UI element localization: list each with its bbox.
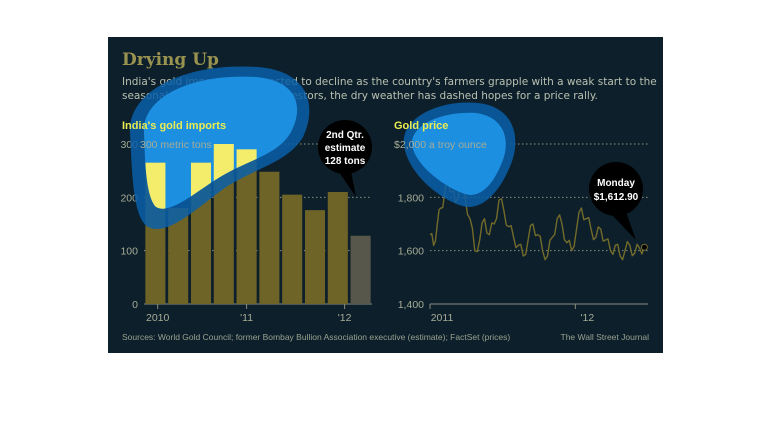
- estimate-callout-line-1: 2nd Qtr.: [326, 130, 364, 141]
- chart-title: Drying Up: [122, 50, 219, 70]
- bar: [236, 149, 257, 304]
- chart-canvas: Drying Up India's gold imports are expec…: [120, 50, 656, 342]
- right-x-tick-label: '12: [580, 312, 594, 324]
- bar: [327, 192, 348, 304]
- left-x-tick-label: 2010: [146, 312, 170, 324]
- credit-note: The Wall Street Journal: [561, 332, 650, 342]
- estimate-callout-line-2: estimate: [325, 143, 366, 154]
- right-x-tick-label: 2011: [431, 312, 454, 324]
- estimate-callout-line-3: 128 tons: [325, 156, 366, 167]
- estimate-callout: 2nd Qtr. estimate 128 tons: [318, 120, 372, 197]
- price-last-point: [640, 243, 648, 251]
- highlight-left-inner: [143, 76, 298, 209]
- left-x-ticks: 2010 '11 '12: [146, 304, 352, 324]
- source-note: Sources: World Gold Council; former Bomb…: [122, 332, 510, 342]
- right-unit-label: $2,000 a troy ounce: [394, 139, 487, 151]
- left-x-tick-label: '11: [240, 312, 253, 324]
- bar: [304, 210, 326, 304]
- price-callout-line-2: $1,612.90: [594, 192, 639, 203]
- price-callout-line-1: Monday: [597, 178, 635, 189]
- left-chart-title: India's gold imports: [122, 120, 226, 132]
- right-y-ticks: 1,400 1,600 1,800: [398, 192, 424, 311]
- right-x-ticks: 2011 '12: [429, 304, 594, 324]
- chart-panel: Drying Up India's gold imports are expec…: [108, 37, 663, 353]
- price-callout: Monday $1,612.90: [589, 162, 643, 240]
- highlight-right-inner: [411, 112, 506, 195]
- left-unit-label: 300 metric tons: [140, 139, 212, 151]
- right-chart-title: Gold price: [394, 120, 448, 132]
- bar: [282, 194, 303, 304]
- left-y-tick-label: 0: [132, 299, 138, 311]
- bar: [168, 208, 189, 304]
- bar: [259, 171, 280, 304]
- right-y-tick-label: 1,800: [398, 192, 424, 204]
- right-y-tick-label: 1,600: [398, 246, 424, 258]
- bar: [350, 235, 371, 304]
- right-y-tick-label: 1,400: [398, 299, 424, 311]
- left-y-tick-label: 100: [120, 246, 138, 258]
- left-x-tick-label: '12: [338, 312, 352, 324]
- left-y-tick-label: 200: [120, 192, 138, 204]
